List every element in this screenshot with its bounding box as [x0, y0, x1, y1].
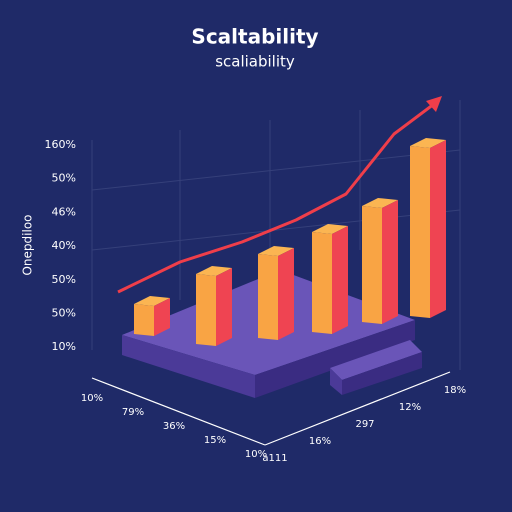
x-axis-label: 10% — [245, 449, 267, 460]
z-axis-label: a111 — [262, 453, 287, 464]
x-axis-label: 79% — [122, 407, 144, 418]
bar-side — [332, 226, 348, 334]
bar — [410, 146, 430, 318]
background-grid — [91, 100, 461, 370]
z-axis-label: 18% — [444, 385, 466, 396]
y-tick-label: 46% — [52, 205, 76, 218]
bar-side — [154, 298, 170, 336]
bar — [362, 206, 382, 324]
bar-side — [278, 248, 294, 340]
y-axis-label: Onepdiloo — [21, 214, 35, 275]
y-tick-label: 160% — [45, 138, 76, 151]
z-axis-label: 12% — [399, 402, 421, 413]
y-tick-label: 50% — [52, 307, 76, 320]
y-tick-label: 50% — [52, 172, 76, 185]
bar — [312, 232, 332, 334]
chart-title: Scaltability — [191, 25, 318, 49]
x-axis-label: 15% — [204, 435, 226, 446]
y-tick-label: 50% — [52, 273, 76, 286]
bar — [134, 304, 154, 336]
z-axis-label: 297 — [355, 419, 374, 430]
y-tick-label: 40% — [52, 239, 76, 252]
bar-side — [430, 140, 446, 318]
bar-top — [196, 266, 232, 276]
trend-arrow — [426, 96, 442, 112]
trend-line — [117, 102, 435, 294]
x-axis-label: 10% — [81, 393, 103, 404]
platform-step-front — [330, 368, 342, 395]
x-axis — [91, 377, 266, 446]
bar — [196, 274, 216, 346]
platform-front — [122, 335, 255, 398]
bar-top — [362, 198, 398, 208]
bar-side — [216, 268, 232, 346]
bar-top — [134, 296, 170, 306]
x-axis-label: 36% — [163, 421, 185, 432]
z-axis-label: 16% — [309, 436, 331, 447]
platform-side — [255, 320, 415, 398]
z-axis — [264, 371, 451, 446]
chart-subtitle: scaliability — [215, 53, 295, 71]
platform-step-side — [342, 352, 422, 395]
bar — [258, 254, 278, 340]
platform-step-top — [330, 340, 422, 380]
bar-side — [382, 200, 398, 324]
bar-top — [258, 246, 294, 256]
bar-top — [312, 224, 348, 234]
bar-top — [410, 138, 446, 148]
y-tick-label: 10% — [52, 340, 76, 353]
